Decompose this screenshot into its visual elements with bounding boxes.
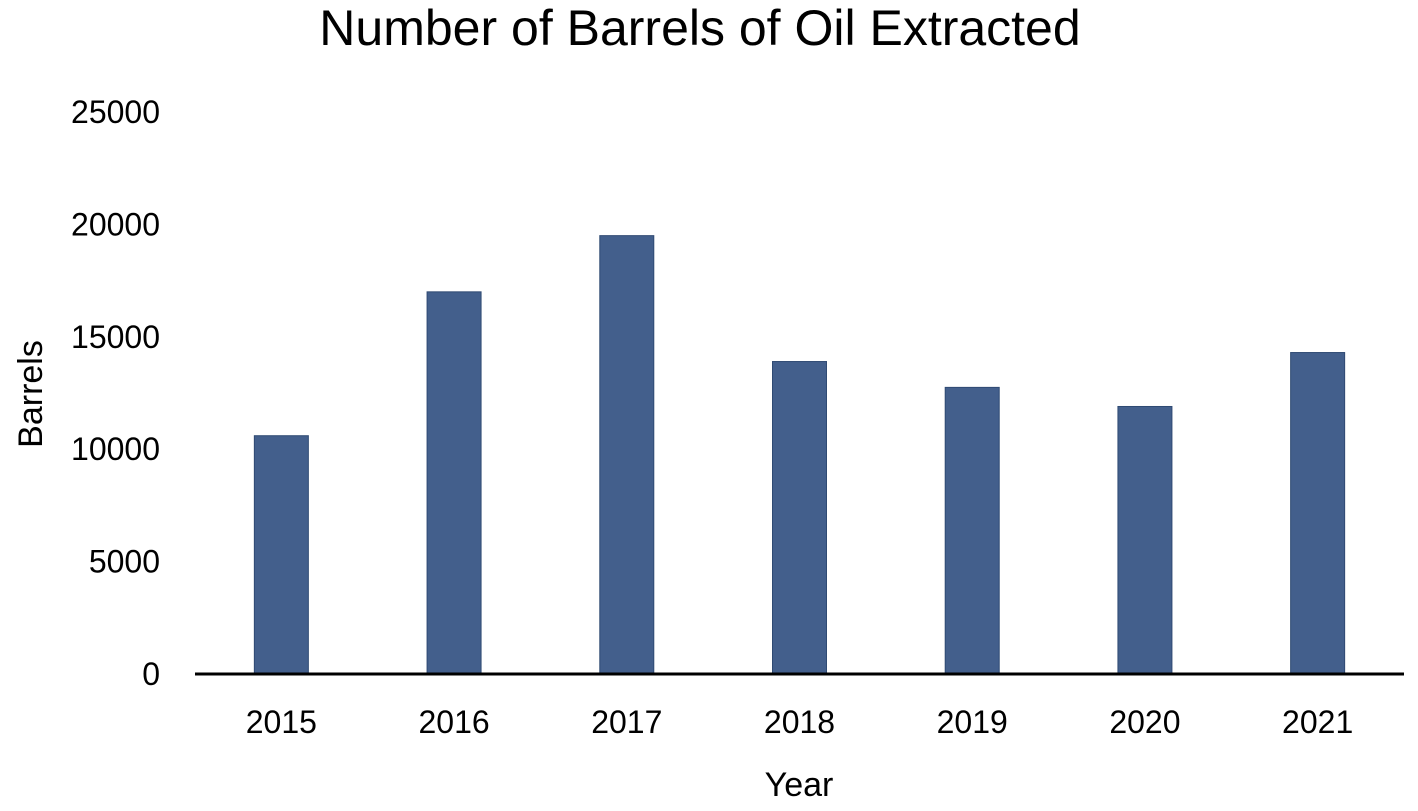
x-tick-label: 2019 bbox=[937, 704, 1008, 740]
bar-2015 bbox=[253, 435, 309, 675]
chart-title: Number of Barrels of Oil Extracted bbox=[319, 0, 1080, 56]
y-axis-label: Barrels bbox=[12, 340, 50, 448]
bar-2021 bbox=[1290, 352, 1346, 675]
x-axis-label: Year bbox=[765, 766, 834, 804]
bar-2019 bbox=[944, 386, 1000, 675]
y-tick-label: 10000 bbox=[71, 431, 160, 467]
x-tick-label: 2015 bbox=[246, 704, 317, 740]
x-tick-label: 2021 bbox=[1282, 704, 1353, 740]
bar-2018 bbox=[772, 361, 827, 675]
x-tick-label: 2017 bbox=[591, 704, 662, 740]
y-tick-label: 15000 bbox=[71, 319, 160, 355]
y-axis-ticks: 0 5000 10000 15000 20000 25000 bbox=[71, 94, 160, 692]
bars-group bbox=[253, 235, 1346, 675]
x-tick-label: 2018 bbox=[764, 704, 835, 740]
bar-2016 bbox=[426, 291, 482, 675]
y-tick-label: 5000 bbox=[89, 544, 160, 580]
y-tick-label: 25000 bbox=[71, 94, 160, 130]
y-tick-label: 20000 bbox=[71, 206, 160, 242]
x-axis-ticks: 2015 2016 2017 2018 2019 2020 2021 bbox=[246, 704, 1353, 740]
bar-2020 bbox=[1117, 405, 1173, 675]
x-tick-label: 2020 bbox=[1109, 704, 1180, 740]
y-tick-label: 0 bbox=[142, 656, 160, 692]
x-tick-label: 2016 bbox=[418, 704, 489, 740]
bar-2017 bbox=[599, 235, 655, 675]
